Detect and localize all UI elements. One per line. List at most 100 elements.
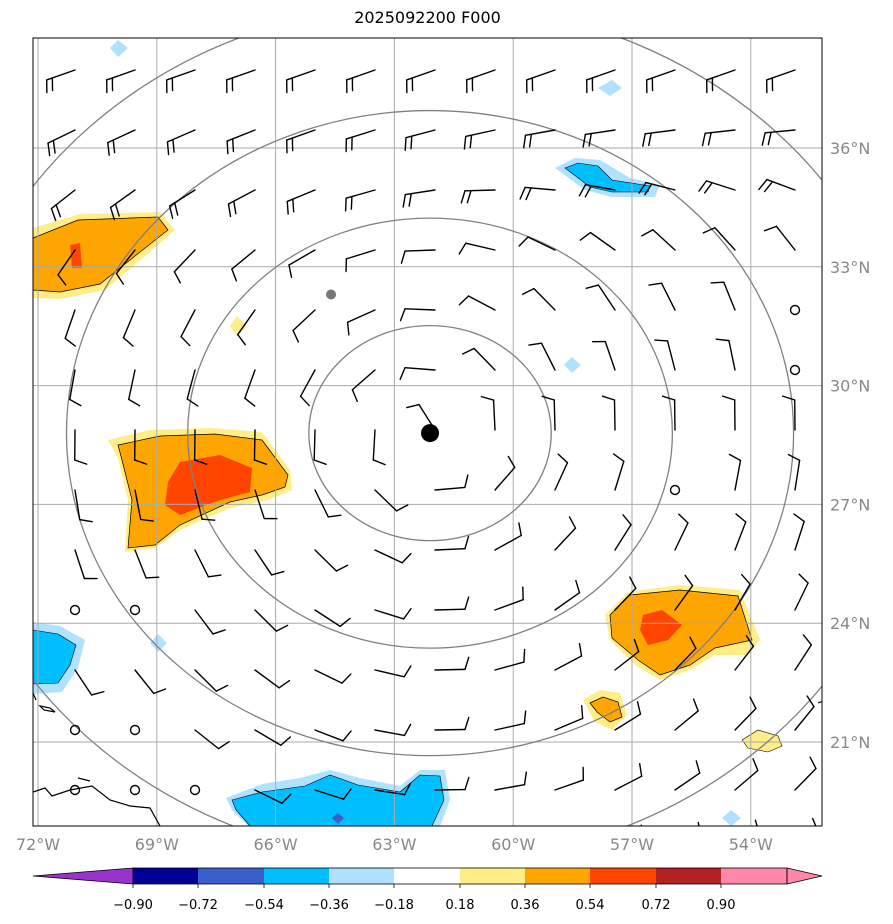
wind-barb-staff — [314, 669, 343, 684]
wind-barb-feather — [745, 635, 755, 648]
wind-barb-feather — [278, 679, 291, 689]
colorbar-swatch — [394, 868, 460, 884]
wind-barb-feather — [403, 723, 412, 737]
negative-spot-north-2 — [598, 80, 622, 96]
wind-barb-staff — [666, 340, 676, 371]
lon-tick-label: 69°W — [135, 835, 179, 854]
wind-barb-feather — [758, 178, 768, 191]
calm-circle — [69, 784, 81, 796]
lon-tick-label: 63°W — [372, 835, 416, 854]
wind-barb-staff — [553, 399, 556, 431]
wind-barb-feather — [710, 281, 725, 284]
wind-barb-feather — [64, 337, 76, 347]
wind-barb-feather — [525, 187, 532, 201]
wind-barb-feather — [458, 242, 467, 255]
wind-barb-staff — [434, 608, 466, 611]
wind-barb-feather — [399, 366, 406, 380]
wind-barb-feather — [57, 274, 67, 286]
wind-barb-feather — [299, 395, 310, 407]
negative-spot-south-peak — [332, 813, 344, 824]
wind-barb-feather — [601, 395, 616, 401]
wind-barb-feather — [168, 205, 174, 219]
wind-barb-staff — [105, 69, 136, 81]
wind-barb-feather — [69, 398, 82, 407]
wind-barb-staff — [134, 669, 155, 695]
wind-barb-staff — [723, 281, 736, 311]
positive-region-southeast-core — [609, 589, 753, 676]
wind-barb-feather — [344, 847, 351, 858]
wind-barb-feather — [342, 730, 352, 742]
wind-barb-feather — [201, 518, 216, 521]
positive-region-southeast-peak — [640, 610, 682, 645]
colorbar-tick-label: −0.54 — [244, 898, 284, 913]
range-ring — [308, 324, 552, 542]
wind-barb-staff — [115, 249, 136, 275]
wind-barb-feather — [707, 131, 712, 146]
wind-barb-staff — [314, 549, 338, 572]
wind-barb-feather — [715, 338, 730, 342]
positive-region-northwest-peak — [70, 243, 82, 268]
wind-barb-feather — [588, 132, 592, 147]
colorbar-tick-label: −0.90 — [113, 898, 153, 913]
wind-barb-staff — [794, 520, 805, 551]
wind-barb-staff — [527, 236, 556, 251]
wind-barb-staff — [795, 830, 818, 850]
colorbar-tick-label: 0.90 — [707, 898, 736, 913]
colorbar-tick-label: −0.36 — [309, 898, 349, 913]
wind-barb-feather — [523, 710, 527, 725]
wind-barb-feather — [642, 133, 646, 147]
wind-barb-feather — [109, 206, 116, 221]
wind-barb-staff — [285, 69, 316, 81]
lon-tick-label: 57°W — [610, 835, 654, 854]
positive-spot-small — [230, 316, 247, 336]
wind-barb-feather — [763, 225, 778, 232]
negative-region-southwest-core — [33, 629, 77, 685]
lat-axis: 36°N 33°N 30°N 27°N 24°N 21°N — [830, 139, 870, 752]
wind-barb-staff — [374, 669, 405, 678]
wind-barb-feather — [612, 453, 625, 463]
wind-barb-feather — [684, 574, 694, 587]
wind-barb-feather — [523, 771, 528, 786]
colorbar-tick-label: 0.72 — [642, 898, 671, 913]
wind-barb-feather — [327, 514, 342, 518]
wind-barb-staff — [714, 227, 736, 251]
wind-barb-feather — [633, 638, 640, 653]
calm-circle — [129, 724, 141, 736]
colorbar-swatch — [133, 868, 198, 884]
wind-barb-staff — [674, 710, 699, 731]
wind-barb-feather — [695, 760, 701, 774]
wind-barb-staff — [314, 609, 341, 628]
wind-barb-staff — [734, 707, 757, 731]
wind-barb-staff — [107, 129, 136, 144]
wind-barb-staff — [764, 129, 796, 134]
calm-circle — [129, 784, 141, 796]
wind-barb-staff — [524, 186, 556, 191]
wind-barb-staff — [374, 789, 406, 796]
wind-barb-staff — [253, 429, 256, 461]
wind-barb-staff — [225, 69, 256, 81]
wind-barb-feather — [401, 552, 412, 564]
wind-barb-staff — [614, 650, 640, 671]
wind-barb-staff — [166, 129, 196, 143]
wind-barb-staff — [554, 527, 577, 551]
colorbar-swatch — [656, 868, 721, 884]
wind-barb-feather — [212, 629, 226, 635]
wind-barb-staff — [584, 129, 616, 136]
wind-barb-staff — [75, 850, 98, 869]
wind-barb-feather — [636, 701, 642, 715]
wind-barb-staff — [64, 309, 76, 340]
wind-barb-staff — [134, 549, 147, 579]
calm-circle — [69, 724, 81, 736]
wind-barb-feather — [166, 141, 170, 156]
wind-barb-feather — [231, 268, 238, 282]
positive-spot-east — [741, 729, 783, 753]
wind-barb-staff — [128, 369, 136, 401]
lat-tick-label: 30°N — [830, 377, 870, 396]
wind-barb-staff — [345, 249, 376, 260]
wind-barb-feather — [735, 513, 747, 523]
wind-barb-staff — [734, 583, 751, 611]
wind-barb-staff — [494, 722, 526, 731]
wind-barb-staff — [494, 466, 516, 491]
wind-barb-staff — [766, 178, 796, 191]
